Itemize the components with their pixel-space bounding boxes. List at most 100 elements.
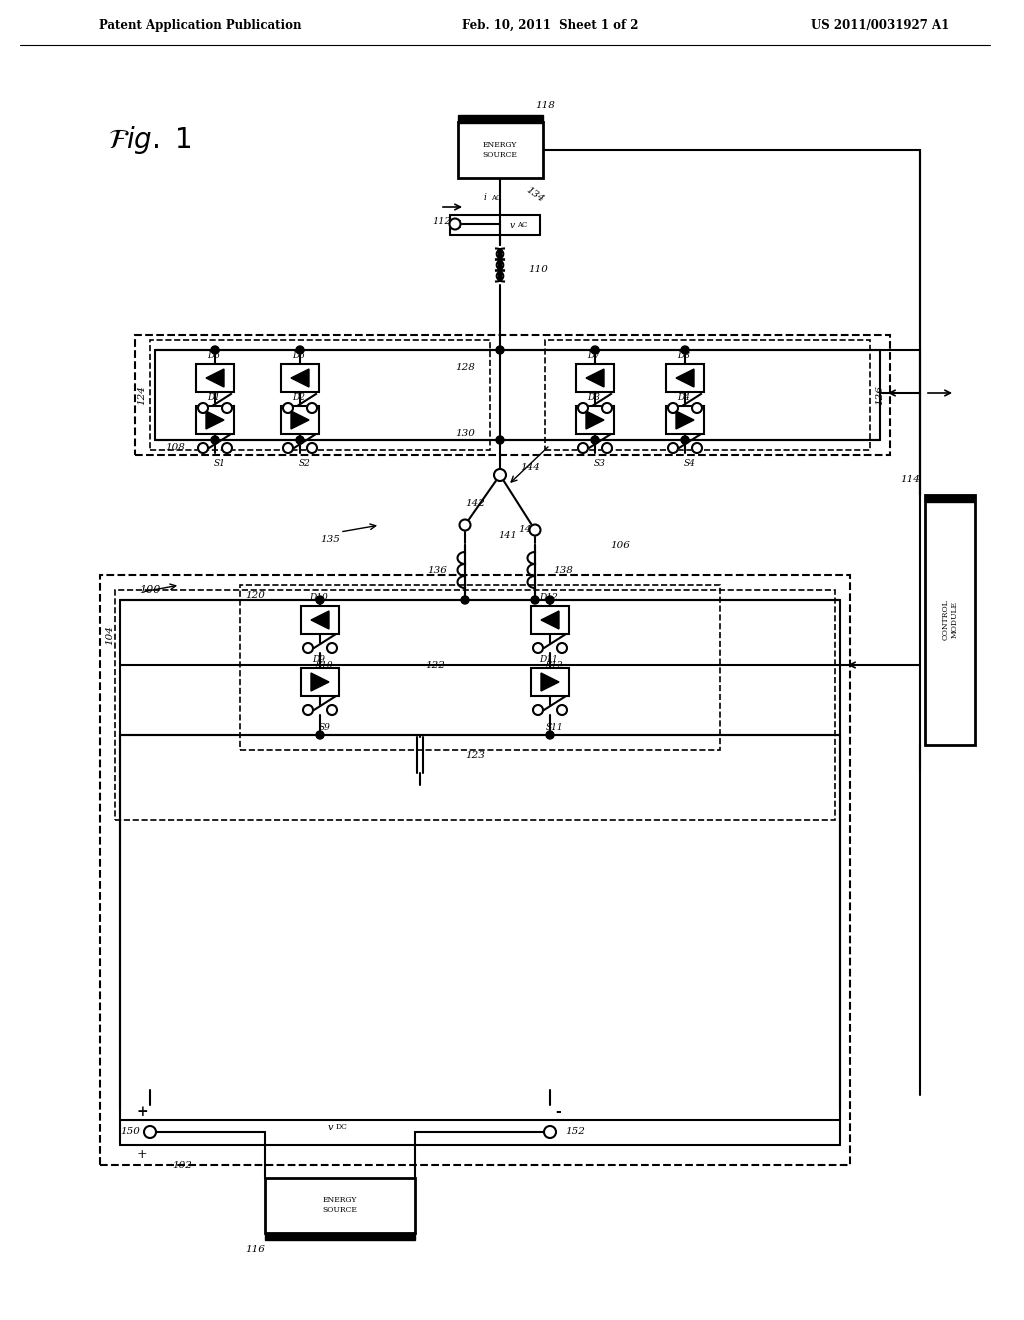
Circle shape [546, 731, 554, 739]
Circle shape [316, 731, 324, 739]
Circle shape [144, 1126, 156, 1138]
Polygon shape [541, 673, 559, 690]
Circle shape [283, 403, 293, 413]
Text: 152: 152 [565, 1127, 585, 1137]
Bar [531, 606, 569, 634]
Text: D5: D5 [293, 351, 305, 360]
Polygon shape [291, 370, 309, 387]
Circle shape [211, 436, 219, 444]
Text: D2: D2 [293, 393, 305, 403]
Text: v: v [328, 1122, 333, 1131]
Circle shape [668, 444, 678, 453]
Text: +: + [136, 1148, 147, 1162]
Text: i: i [483, 194, 486, 202]
Circle shape [494, 469, 506, 480]
Text: 144: 144 [520, 462, 540, 471]
Circle shape [198, 403, 208, 413]
Polygon shape [586, 411, 604, 429]
Polygon shape [291, 411, 309, 429]
Text: +: + [455, 218, 465, 231]
Circle shape [211, 346, 219, 354]
Text: 114: 114 [900, 475, 920, 484]
Text: D7: D7 [588, 351, 600, 360]
Circle shape [546, 597, 554, 605]
Circle shape [296, 436, 304, 444]
Text: D6: D6 [208, 351, 220, 360]
Text: 122: 122 [425, 660, 445, 669]
Text: v: v [509, 220, 515, 230]
Circle shape [534, 705, 543, 715]
Bar [458, 123, 543, 177]
Text: 116: 116 [245, 1246, 265, 1254]
Bar [575, 407, 614, 434]
Bar [281, 407, 319, 434]
Text: CONTROL
MODULE: CONTROL MODULE [941, 599, 958, 640]
Text: S11: S11 [546, 722, 564, 731]
Polygon shape [676, 411, 694, 429]
Circle shape [303, 705, 313, 715]
Text: D8: D8 [678, 351, 690, 360]
Circle shape [668, 403, 678, 413]
Polygon shape [206, 411, 224, 429]
Text: 135: 135 [321, 536, 340, 544]
Circle shape [303, 643, 313, 653]
Bar [575, 364, 614, 392]
Text: D10: D10 [309, 594, 329, 602]
Bar [531, 668, 569, 696]
Circle shape [296, 346, 304, 354]
Bar [301, 668, 339, 696]
Circle shape [578, 444, 588, 453]
Text: 138: 138 [553, 565, 573, 574]
Text: 141: 141 [499, 531, 517, 540]
Bar [301, 606, 339, 634]
Circle shape [529, 524, 541, 536]
Text: D11: D11 [540, 656, 558, 664]
Text: AC: AC [490, 194, 502, 202]
Bar [925, 495, 975, 744]
Bar [265, 1233, 415, 1239]
Circle shape [557, 705, 567, 715]
Polygon shape [676, 370, 694, 387]
Text: S2: S2 [299, 459, 311, 469]
Text: S6: S6 [214, 420, 226, 429]
Text: 108: 108 [165, 444, 185, 453]
Text: 128: 128 [455, 363, 475, 372]
Text: +: + [136, 1105, 147, 1119]
Text: 102: 102 [172, 1160, 191, 1170]
Text: DC: DC [336, 1123, 348, 1131]
Bar [196, 407, 234, 434]
Text: S8: S8 [684, 420, 696, 429]
Bar [115, 590, 835, 820]
Text: 124: 124 [137, 385, 146, 405]
Circle shape [692, 403, 702, 413]
Circle shape [692, 444, 702, 453]
Text: Feb. 10, 2011  Sheet 1 of 2: Feb. 10, 2011 Sheet 1 of 2 [462, 18, 638, 32]
Bar [666, 364, 703, 392]
Text: D3: D3 [588, 393, 600, 403]
Text: 140: 140 [518, 525, 538, 535]
Bar [240, 585, 720, 750]
Circle shape [496, 436, 504, 444]
Bar [458, 116, 543, 123]
Bar [666, 407, 703, 434]
Text: 118: 118 [536, 100, 555, 110]
Text: 134: 134 [524, 186, 546, 205]
Circle shape [496, 346, 504, 354]
Bar [265, 1177, 415, 1233]
Circle shape [198, 444, 208, 453]
Circle shape [544, 1126, 556, 1138]
Circle shape [461, 597, 469, 605]
Polygon shape [586, 370, 604, 387]
Circle shape [681, 346, 689, 354]
Bar [135, 335, 890, 455]
Text: S5: S5 [299, 420, 311, 429]
Text: 126: 126 [876, 385, 885, 405]
Text: 150: 150 [120, 1127, 140, 1137]
Text: Patent Application Publication: Patent Application Publication [98, 18, 301, 32]
Text: S9: S9 [319, 722, 331, 731]
Text: D9: D9 [312, 656, 326, 664]
Circle shape [222, 403, 232, 413]
Text: D1: D1 [208, 393, 220, 403]
Circle shape [327, 705, 337, 715]
Bar [281, 364, 319, 392]
